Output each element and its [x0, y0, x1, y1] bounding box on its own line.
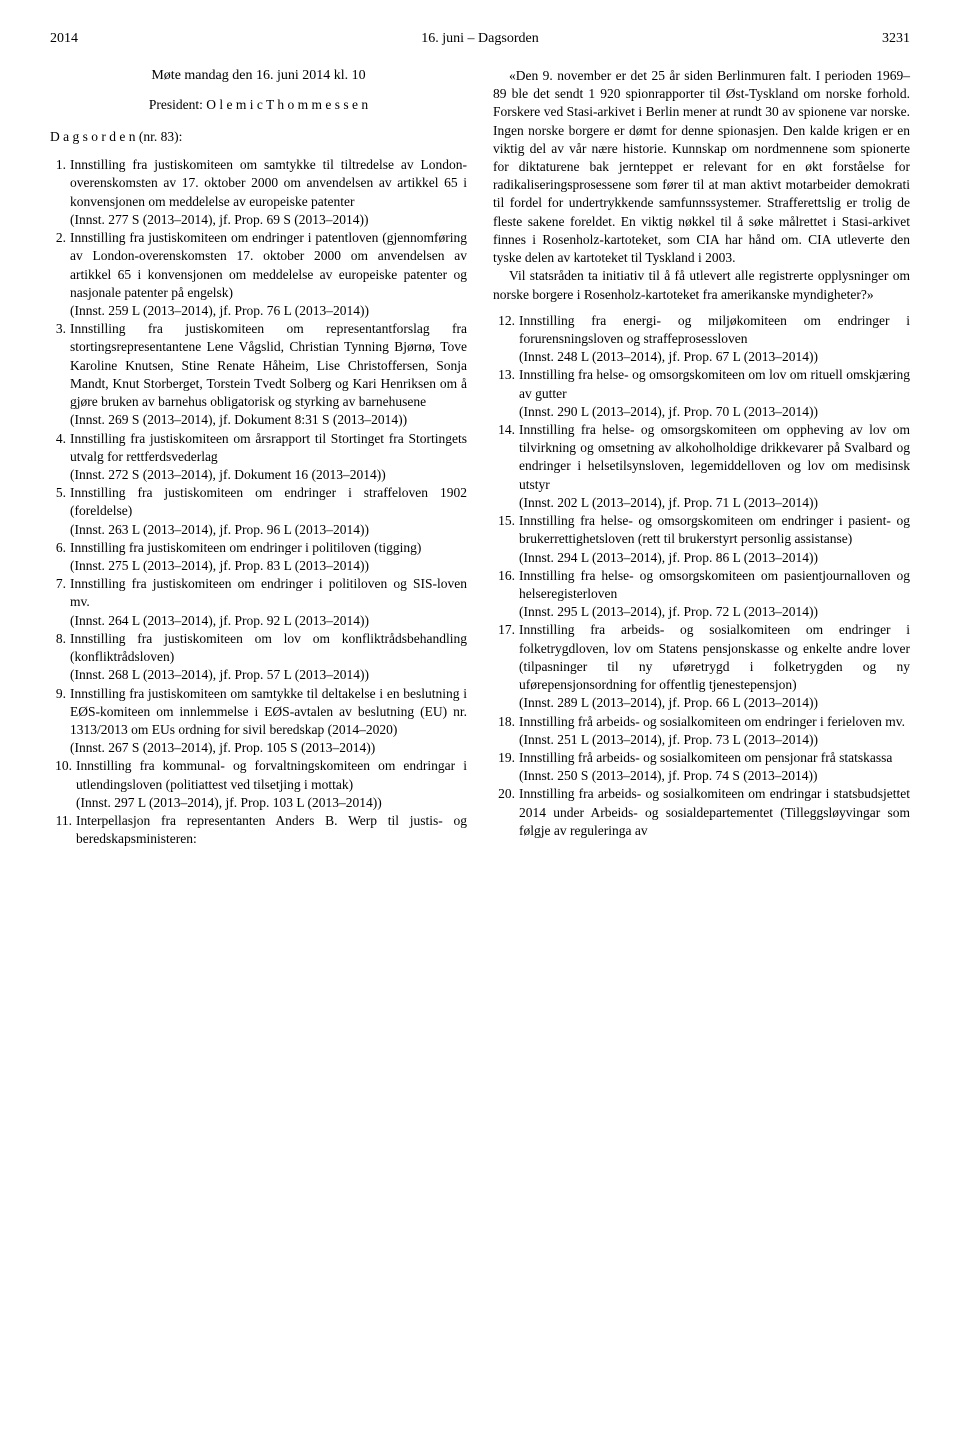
agenda-item-number: 13. [493, 366, 519, 421]
agenda-item-text: Innstilling fra justiskomiteen om endrin… [70, 229, 467, 320]
agenda-item: 15.Innstilling fra helse- og omsorgskomi… [493, 512, 910, 567]
agenda-item-text: Innstilling fra kommunal- og forvaltning… [76, 757, 467, 812]
agenda-item-number: 11. [50, 812, 76, 848]
agenda-item-text: Innstilling fra justiskomiteen om samtyk… [70, 156, 467, 229]
two-column-layout: Møte mandag den 16. juni 2014 kl. 10 Pre… [50, 67, 910, 849]
dagsorden-heading: D a g s o r d e n (nr. 83): [50, 128, 467, 146]
agenda-item: 10.Innstilling fra kommunal- og forvaltn… [50, 757, 467, 812]
dagsorden-nr: (nr. 83): [139, 129, 183, 144]
agenda-item: 9.Innstilling fra justiskomiteen om samt… [50, 685, 467, 758]
agenda-list-right: 12.Innstilling fra energi- og miljøkomit… [493, 312, 910, 840]
agenda-item-number: 8. [50, 630, 70, 685]
header-year: 2014 [50, 30, 78, 49]
agenda-item-number: 7. [50, 575, 70, 630]
agenda-item: 12.Innstilling fra energi- og miljøkomit… [493, 312, 910, 367]
meeting-title: Møte mandag den 16. juni 2014 kl. 10 [50, 67, 467, 86]
agenda-item-number: 4. [50, 430, 70, 485]
agenda-item-number: 2. [50, 229, 70, 320]
agenda-item: 19.Innstilling frå arbeids- og sosialkom… [493, 749, 910, 785]
agenda-item: 2.Innstilling fra justiskomiteen om endr… [50, 229, 467, 320]
agenda-item-text: Innstilling frå arbeids- og sosialkomite… [519, 713, 910, 749]
agenda-item-text: Innstilling fra justiskomiteen om lov om… [70, 630, 467, 685]
agenda-item: 14.Innstilling fra helse- og omsorgskomi… [493, 421, 910, 512]
header-page-number: 3231 [882, 30, 910, 49]
left-column: Møte mandag den 16. juni 2014 kl. 10 Pre… [50, 67, 467, 849]
agenda-item: 7.Innstilling fra justiskomiteen om endr… [50, 575, 467, 630]
agenda-item: 17.Innstilling fra arbeids- og sosialkom… [493, 621, 910, 712]
agenda-item: 20.Innstilling fra arbeids- og sosialkom… [493, 785, 910, 840]
agenda-item-number: 20. [493, 785, 519, 840]
agenda-item-text: Innstilling fra arbeids- og sosialkomite… [519, 785, 910, 840]
agenda-item-number: 17. [493, 621, 519, 712]
agenda-item: 1.Innstilling fra justiskomiteen om samt… [50, 156, 467, 229]
agenda-item-text: Innstilling fra justiskomiteen om endrin… [70, 575, 467, 630]
agenda-item: 8.Innstilling fra justiskomiteen om lov … [50, 630, 467, 685]
agenda-item-number: 16. [493, 567, 519, 622]
right-column: «Den 9. november er det 25 år siden Berl… [493, 67, 910, 849]
agenda-item: 4.Innstilling fra justiskomiteen om årsr… [50, 430, 467, 485]
agenda-item-text: Innstilling fra justiskomiteen om endrin… [70, 539, 467, 575]
agenda-item-text: Innstilling fra arbeids- og sosialkomite… [519, 621, 910, 712]
agenda-item-number: 5. [50, 484, 70, 539]
page-header: 2014 16. juni – Dagsorden 3231 [50, 30, 910, 49]
agenda-item: 18.Innstilling frå arbeids- og sosialkom… [493, 713, 910, 749]
agenda-item: 5.Innstilling fra justiskomiteen om endr… [50, 484, 467, 539]
president-label: President: [149, 97, 203, 112]
interpellation-quote: «Den 9. november er det 25 år siden Berl… [493, 67, 910, 304]
president-line: President: O l e m i c T h o m m e s s e… [50, 96, 467, 114]
dagsorden-label: D a g s o r d e n [50, 129, 135, 144]
agenda-item-number: 3. [50, 320, 70, 429]
agenda-item-number: 10. [50, 757, 76, 812]
agenda-list-left: 1.Innstilling fra justiskomiteen om samt… [50, 156, 467, 848]
agenda-item: 11.Interpellasjon fra representanten And… [50, 812, 467, 848]
agenda-item-text: Innstilling fra helse- og omsorgskomitee… [519, 567, 910, 622]
agenda-item-number: 9. [50, 685, 70, 758]
agenda-item: 3.Innstilling fra justiskomiteen om repr… [50, 320, 467, 429]
agenda-item-text: Innstilling fra justiskomiteen om samtyk… [70, 685, 467, 758]
agenda-item-text: Innstilling fra justiskomiteen om repres… [70, 320, 467, 429]
agenda-item-text: Innstilling fra justiskomiteen om endrin… [70, 484, 467, 539]
agenda-item-number: 1. [50, 156, 70, 229]
agenda-item: 6.Innstilling fra justiskomiteen om endr… [50, 539, 467, 575]
agenda-item-text: Innstilling fra justiskomiteen om årsrap… [70, 430, 467, 485]
agenda-item-number: 18. [493, 713, 519, 749]
agenda-item-number: 14. [493, 421, 519, 512]
agenda-item-number: 6. [50, 539, 70, 575]
agenda-item-number: 15. [493, 512, 519, 567]
quote-paragraph: «Den 9. november er det 25 år siden Berl… [493, 67, 910, 267]
header-title: 16. juni – Dagsorden [421, 30, 538, 49]
agenda-item-text: Innstilling fra helse- og omsorgskomitee… [519, 366, 910, 421]
agenda-item-text: Innstilling fra helse- og omsorgskomitee… [519, 512, 910, 567]
quote-paragraph: Vil statsråden ta initiativ til å få utl… [493, 267, 910, 303]
agenda-item-number: 19. [493, 749, 519, 785]
agenda-item-text: Interpellasjon fra representanten Anders… [76, 812, 467, 848]
agenda-item-number: 12. [493, 312, 519, 367]
agenda-item-text: Innstilling fra energi- og miljøkomiteen… [519, 312, 910, 367]
agenda-item-text: Innstilling fra helse- og omsorgskomitee… [519, 421, 910, 512]
president-name: O l e m i c T h o m m e s s e n [206, 97, 368, 112]
agenda-item: 16.Innstilling fra helse- og omsorgskomi… [493, 567, 910, 622]
agenda-item-text: Innstilling frå arbeids- og sosialkomite… [519, 749, 910, 785]
agenda-item: 13.Innstilling fra helse- og omsorgskomi… [493, 366, 910, 421]
